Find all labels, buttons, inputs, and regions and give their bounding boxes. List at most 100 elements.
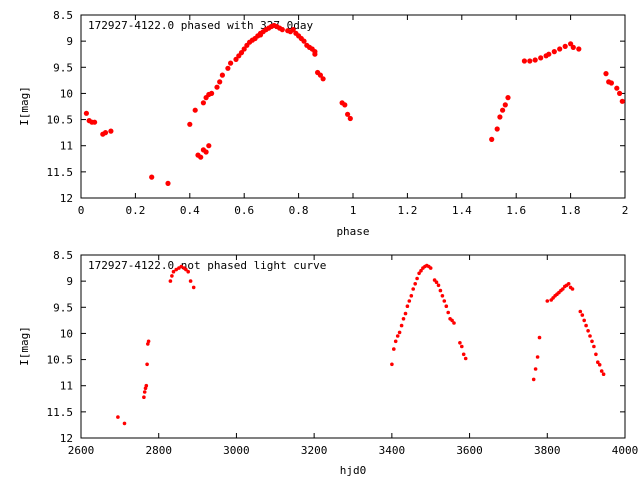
data-point: [179, 264, 184, 269]
y-axis-label: I[mag]: [18, 326, 31, 366]
data-point: [390, 362, 394, 367]
data-point: [442, 299, 447, 303]
x-tick-label: 1.8: [561, 204, 581, 217]
data-point: [603, 71, 609, 77]
x-tick-label: 0.4: [180, 204, 200, 217]
data-point: [83, 110, 89, 116]
plot-frame: [80, 254, 626, 439]
x-tick-label: 1.4: [452, 204, 472, 217]
plot-frame: [80, 14, 626, 199]
data-point: [301, 38, 307, 44]
data-point: [401, 317, 406, 321]
data-point: [170, 274, 174, 278]
data-point: [171, 269, 176, 274]
data-point: [586, 329, 590, 333]
x-tick-label: 2800: [145, 444, 172, 457]
unphased-light-curve-panel: 172927-4122.0 not phased light curve hjd…: [18, 249, 638, 477]
data-point: [397, 330, 402, 335]
data-point: [186, 269, 190, 274]
data-point: [393, 339, 398, 344]
data-point: [582, 318, 586, 323]
x-tick-label: 3200: [301, 444, 328, 457]
data-point: [405, 304, 410, 309]
data-point: [590, 339, 594, 344]
data-point: [566, 282, 571, 286]
data-point: [608, 80, 615, 86]
data-point: [494, 126, 500, 132]
data-point: [594, 352, 598, 357]
data-point: [409, 294, 414, 298]
data-point: [149, 174, 155, 180]
data-point: [428, 266, 433, 270]
data-point: [342, 102, 348, 108]
data-point: [403, 311, 408, 316]
x-tick-label: 3800: [534, 444, 561, 457]
data-point: [312, 51, 318, 57]
data-point: [413, 282, 418, 286]
data-point: [568, 41, 574, 47]
data-point: [188, 279, 193, 283]
data-point: [463, 356, 468, 361]
data-point: [198, 154, 204, 160]
data-point: [489, 136, 495, 142]
data-point: [557, 46, 563, 52]
y-tick-label: 10.5: [47, 354, 74, 367]
data-point: [446, 310, 451, 315]
x-axis-label: hjd0: [340, 464, 367, 477]
y-tick-label: 11: [60, 140, 73, 153]
data-point: [209, 90, 215, 96]
data-point: [434, 280, 439, 285]
data-point: [532, 57, 538, 63]
data-point: [102, 130, 109, 136]
data-point: [584, 323, 588, 328]
y-tick-label: 10.5: [47, 114, 74, 127]
x-tick-label: 3400: [379, 444, 406, 457]
data-point: [535, 355, 540, 359]
x-tick-label: 0.6: [234, 204, 254, 217]
data-point: [184, 267, 188, 272]
data-point: [538, 55, 544, 61]
x-tick-label: 2: [622, 204, 629, 217]
data-point: [588, 334, 592, 338]
data-point: [576, 46, 582, 52]
data-point: [617, 90, 623, 96]
data-point: [551, 49, 557, 55]
data-point: [347, 115, 353, 122]
data-point: [502, 102, 508, 108]
data-point: [144, 383, 149, 388]
data-point: [395, 334, 400, 338]
chart-title: 172927-4122.0 phased with 327.0day: [88, 19, 314, 32]
x-axis-label: phase: [336, 225, 369, 238]
data-point: [407, 299, 412, 303]
data-point: [444, 304, 449, 309]
data-point: [411, 287, 416, 291]
data-point: [497, 114, 503, 120]
data-point: [290, 27, 296, 33]
data-points: [116, 263, 606, 426]
data-point: [537, 335, 542, 340]
y-tick-label: 11.5: [47, 406, 74, 419]
y-axis-label: I[mag]: [18, 86, 31, 126]
data-point: [546, 51, 552, 57]
data-points: [83, 22, 625, 186]
x-tick-label: 4000: [612, 444, 639, 457]
data-point: [192, 107, 198, 113]
data-point: [500, 107, 506, 113]
x-tick-label: 2600: [68, 444, 95, 457]
data-point: [142, 395, 146, 400]
data-point: [191, 285, 196, 290]
y-tick-label: 9.5: [53, 301, 73, 314]
x-tick-label: 1.2: [397, 204, 417, 217]
y-tick-label: 11: [60, 380, 73, 393]
data-point: [168, 279, 173, 283]
data-point: [238, 50, 245, 56]
data-point: [614, 85, 620, 91]
data-point: [317, 72, 323, 78]
data-point: [225, 65, 231, 71]
y-tick-label: 9: [66, 275, 73, 288]
data-point: [214, 84, 220, 90]
y-tick-label: 8.5: [53, 9, 73, 22]
data-point: [570, 287, 575, 291]
data-point: [438, 288, 443, 293]
